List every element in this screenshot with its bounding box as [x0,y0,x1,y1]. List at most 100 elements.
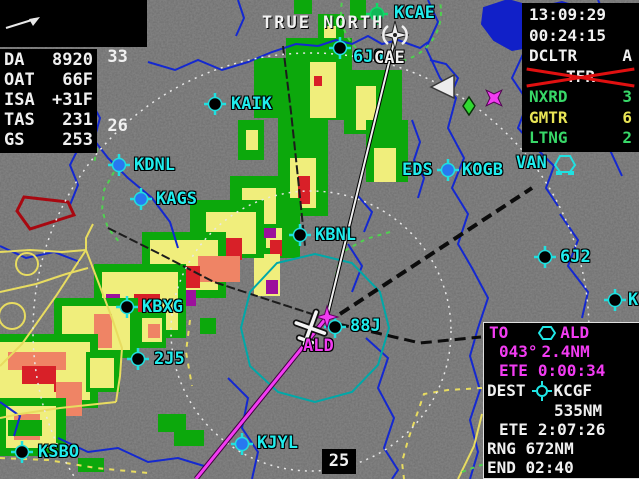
timer: 00:24:15 [529,25,607,45]
waypoint-label-kags[interactable]: KAGS [156,189,197,209]
to-ete-row: ETE 0:00:34 [484,361,639,380]
waypoint-icon-van[interactable] [553,155,577,175]
waypoint-icons [11,3,626,463]
tfr-row[interactable]: TFR [522,67,639,88]
ltng-row[interactable]: LTNG 2 [522,128,639,149]
dest-distance-row: 535NM [484,401,639,420]
traffic-diamond-icon [462,95,476,117]
waypoint-icon-kdnl[interactable] [108,154,130,176]
waypoint-label-2j5[interactable]: 2J5 [154,349,185,369]
gmtr-value: 6 [622,107,632,127]
waypoint-icon-6j2[interactable] [534,246,556,268]
waypoint-icon-2j5[interactable] [127,348,149,370]
range-ring-label: 25 [322,449,356,474]
to-row: TO ALD [484,323,639,342]
to-ete-label: ETE [499,361,528,381]
da-value: 8920 [52,50,93,70]
waypoint-icon-kbxg[interactable] [116,296,138,318]
endurance-row: END 02:40 [484,458,639,477]
to-waypoint: ALD [560,323,590,342]
to-label: TO [489,323,509,342]
air-data-panel: DA 8920 OAT 66F ISA +31F TAS 231 GS 253 [0,49,97,153]
waypoint-icon-kbnl[interactable] [289,224,311,246]
lightning-strike-icon [485,89,503,107]
true-north-label: TRUE NORTH [262,13,385,33]
range-value: RNG 672NM [487,439,574,459]
air-data-row: TAS 231 [0,110,97,130]
declutter-value: A [622,46,632,65]
declutter-label: DCLTR [529,46,578,65]
gs-label: GS [4,130,25,150]
gmtr-label: GMTR [529,107,568,127]
nav-data-panel: TO ALD 043° 2.4NM ETE 0:00:34 DEST KCGF [483,322,639,479]
waypoint-label-6j2[interactable]: 6J2 [560,247,591,267]
waypoint-icon-kcae[interactable] [366,3,388,25]
waypoint-label-ksbo[interactable]: KSBO [38,442,79,462]
to-ete: 0:00:34 [537,361,606,381]
airport-waypoint-icon [531,380,552,401]
to-course-row: 043° 2.4NM [484,342,639,361]
waypoint-label-van[interactable]: VAN [516,153,547,173]
dest-ete-row: ETE 2:07:26 [484,420,639,439]
waypoint-label-88j[interactable]: 88J [350,316,381,336]
waypoint-label-cae[interactable]: CAE [374,48,405,68]
tas-value: 231 [62,110,93,130]
waypoint-icon-kags[interactable] [130,188,152,210]
wind-panel: 260°/ 33 XWIND 26 [0,0,147,136]
waypoint-icon-kjyl[interactable] [231,433,253,455]
dest-ete: 2:07:26 [537,419,606,439]
gmtr-row[interactable]: GMTR 6 [522,108,639,129]
waypoint-label-eds[interactable]: EDS [402,160,433,180]
dest-distance: 535NM [554,400,603,420]
nxrd-label: NXRD [529,87,568,106]
nexrad-weather-layer [0,0,408,472]
waypoint-icon-ald[interactable] [314,304,340,330]
oat-label: OAT [4,70,35,90]
waypoint-icon-kogb[interactable] [437,159,459,181]
waypoint-label-kbnl[interactable]: KBNL [315,225,356,245]
waypoint-label-kogb[interactable]: KOGB [462,160,503,180]
waypoint-icon-6j0[interactable] [329,37,351,59]
air-data-row: OAT 66F [0,70,97,90]
endurance-value: END 02:40 [487,458,574,478]
wind-arrow-icon [5,17,40,29]
waypoint-label-k-edge[interactable]: K [628,290,639,310]
dest-row: DEST KCGF [484,380,639,401]
gs-value: 253 [62,130,93,150]
status-panel: 13:09:29 00:24:15 DCLTR A TFR NXRD 3 GMT… [522,3,639,152]
dest-waypoint: KCGF [553,381,593,400]
traffic-triangle-icon [429,73,455,100]
waypoint-label-6j0[interactable]: 6J0 [353,47,384,67]
tas-label: TAS [4,110,35,130]
ltng-value: 2 [622,128,632,147]
clock: 13:09:29 [529,5,607,24]
da-label: DA [4,50,25,70]
waypoint-label-ald[interactable]: ALD [303,336,334,356]
air-data-row: GS 253 [0,130,97,150]
oat-value: 66F [62,70,93,90]
hexagon-waypoint-icon [538,325,557,340]
air-data-row: ISA +31F [0,90,97,110]
waypoint-icon-k-edge[interactable] [604,289,626,311]
waypoint-icon-ksbo[interactable] [11,441,33,463]
range-row: RNG 672NM [484,439,639,458]
waypoint-label-kjyl[interactable]: KJYL [257,433,298,453]
to-distance: 2.4NM [541,342,590,362]
ownship-aircraft-icon [292,308,328,348]
air-data-row: DA 8920 [0,50,97,70]
declutter-row[interactable]: DCLTR A [522,46,639,67]
nxrd-row[interactable]: NXRD 3 [522,87,639,108]
airspace-roads-layer [0,0,493,479]
waypoint-label-kcae[interactable]: KCAE [394,3,435,23]
isa-value: +31F [52,90,93,110]
ltng-label: LTNG [529,128,568,147]
waypoint-label-kbxg[interactable]: KBXG [142,297,183,317]
waypoint-label-kaik[interactable]: KAIK [231,94,272,114]
waypoint-label-kdnl[interactable]: KDNL [134,155,175,175]
waypoint-icon-kaik[interactable] [204,93,226,115]
nxrd-value: 3 [622,87,632,106]
isa-label: ISA [4,90,35,110]
dest-ete-label: ETE [499,419,528,439]
waypoint-icon-cae[interactable] [380,20,410,50]
